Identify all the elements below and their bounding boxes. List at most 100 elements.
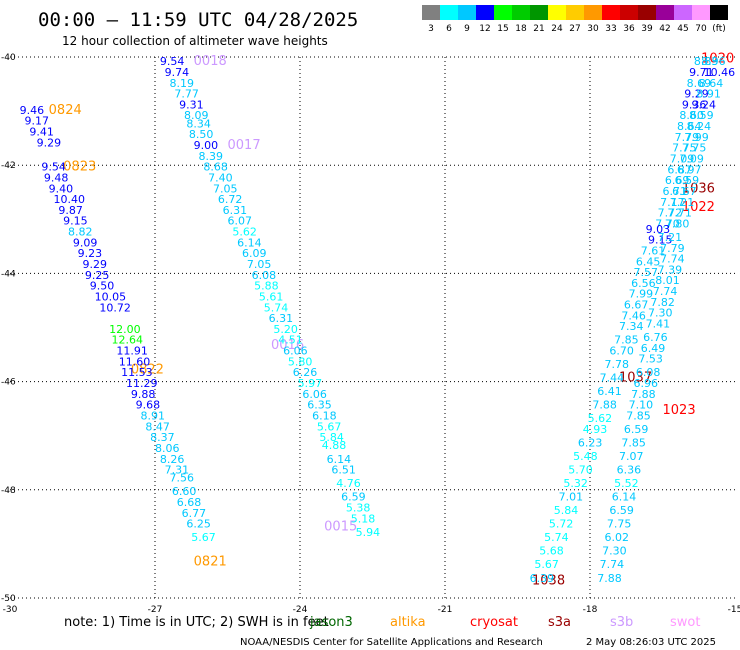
wave-height-point: 7.70 bbox=[655, 217, 680, 230]
y-tick-label: -48 bbox=[1, 486, 16, 496]
wave-height-point: 8.37 bbox=[150, 431, 175, 444]
legend-label: 18 bbox=[515, 24, 527, 34]
wave-height-point: 7.77 bbox=[174, 88, 199, 101]
wave-height-point: 7.05 bbox=[213, 182, 238, 195]
wave-height-point: 7.99 bbox=[684, 131, 709, 144]
wave-height-point: 8.06 bbox=[155, 442, 180, 455]
legend-swatch bbox=[494, 5, 512, 20]
legend-label: 9 bbox=[464, 24, 470, 34]
wave-height-point: 10.40 bbox=[54, 193, 86, 206]
wave-height-point: 9.50 bbox=[90, 280, 115, 293]
wave-height-point: 5.97 bbox=[298, 377, 323, 390]
wave-height-point: 6.76 bbox=[643, 331, 668, 344]
wave-height-point: 6.41 bbox=[597, 385, 622, 398]
legend-swatch bbox=[656, 5, 674, 20]
wave-height-point: 6.97 bbox=[677, 163, 702, 176]
legend-label: 70 bbox=[695, 24, 707, 34]
wave-height-point: 8.83 bbox=[694, 55, 719, 68]
x-tick-label: -21 bbox=[438, 605, 453, 615]
wave-height-point: 7.41 bbox=[646, 318, 671, 331]
wave-height-point: 8.01 bbox=[655, 274, 680, 287]
chart-title: 00:00 – 11:59 UTC 04/28/2025 bbox=[38, 9, 358, 31]
wave-height-point: 9.15 bbox=[648, 234, 673, 247]
legend-swatch bbox=[548, 5, 566, 20]
wave-height-point: 8.91 bbox=[141, 409, 166, 422]
wave-height-point: 8.47 bbox=[145, 420, 170, 433]
wave-height-point: 5.32 bbox=[563, 477, 588, 490]
wave-height-point: 5.62 bbox=[588, 412, 613, 425]
wave-height-point: 5.67 bbox=[191, 531, 216, 544]
wave-height-point: 7.71 bbox=[667, 207, 692, 220]
wave-height-point: 11.53 bbox=[121, 366, 152, 379]
wave-height-point: 8.82 bbox=[68, 226, 93, 239]
wave-height-point: 8.09 bbox=[184, 109, 209, 122]
wave-height-point: 7.31 bbox=[165, 464, 190, 477]
wave-height-point: 7.39 bbox=[658, 263, 683, 276]
legend-label: 30 bbox=[587, 24, 599, 34]
wave-height-point: 8.26 bbox=[160, 453, 185, 466]
wave-height-point: 6.96 bbox=[634, 377, 659, 390]
legend-swatch bbox=[530, 5, 548, 20]
wave-height-point: 7.85 bbox=[614, 334, 639, 347]
wave-height-point: 6.68 bbox=[177, 496, 202, 509]
wave-height-point: 6.07 bbox=[228, 215, 253, 228]
wave-height-point: 9.31 bbox=[179, 98, 204, 111]
legend-swatch bbox=[638, 5, 656, 20]
wave-height-point: 5.48 bbox=[573, 450, 598, 463]
satellite-label: jason3 bbox=[309, 615, 353, 630]
satellite-legend: jason3 altika cryosat s3a s3b swot bbox=[309, 615, 700, 630]
wave-height-point: 4.93 bbox=[583, 423, 608, 436]
wave-height-point: 9.29 bbox=[83, 258, 108, 271]
legend-swatch bbox=[458, 5, 476, 20]
legend-swatch bbox=[512, 5, 530, 20]
wave-height-point: 10.05 bbox=[95, 290, 127, 303]
wave-height-point: 12.00 bbox=[109, 323, 141, 336]
wave-height-point: 8.59 bbox=[689, 109, 714, 122]
wave-height-point: 7.10 bbox=[629, 399, 654, 412]
legend-label: 45 bbox=[677, 24, 688, 34]
wave-height-point: 8.19 bbox=[170, 77, 195, 90]
footer-timestamp: 2 May 08:26:03 UTC 2025 bbox=[586, 637, 716, 648]
wave-height-point: 6.45 bbox=[636, 255, 661, 268]
wave-height-point: 6.06 bbox=[283, 345, 308, 358]
legend-swatch bbox=[602, 5, 620, 20]
satellite-label: cryosat bbox=[470, 615, 518, 630]
wave-height-point: 6.09 bbox=[242, 247, 267, 260]
satellite-label: altika bbox=[390, 615, 426, 630]
wave-height-point: 7.40 bbox=[208, 171, 233, 184]
x-tick-label: -24 bbox=[293, 605, 308, 615]
wave-height-point: 5.74 bbox=[264, 301, 289, 314]
legend-label: (ft) bbox=[712, 24, 726, 34]
wave-height-point: 7.75 bbox=[682, 142, 707, 155]
wave-height-point: 9.03 bbox=[646, 223, 671, 236]
wave-height-point: 7.05 bbox=[247, 258, 271, 271]
wave-height-point: 9.46 bbox=[20, 104, 44, 117]
wave-height-point: 6.02 bbox=[605, 531, 630, 544]
x-tick-label: -15 bbox=[728, 605, 740, 615]
wave-height-point: 8.69 bbox=[687, 77, 712, 90]
wave-height-point: 7.21 bbox=[658, 231, 683, 244]
wave-height-point: 4.88 bbox=[322, 439, 347, 452]
wave-height-point: 7.79 bbox=[660, 242, 685, 255]
wave-height-point: 4.76 bbox=[336, 477, 361, 490]
wave-height-point: 7.85 bbox=[621, 437, 646, 450]
wave-height-point: 7.88 bbox=[597, 572, 622, 585]
wave-height-point: 7.75 bbox=[672, 142, 697, 155]
wave-height-point: 9.54 bbox=[41, 161, 66, 174]
wave-height-point: 7.88 bbox=[592, 399, 617, 412]
legend-swatch bbox=[674, 5, 692, 20]
wave-height-point: 7.88 bbox=[631, 388, 656, 401]
wave-height-point: 7.74 bbox=[653, 285, 678, 298]
wave-height-point: 5.84 bbox=[554, 504, 579, 517]
wave-height-point: 9.74 bbox=[165, 66, 190, 79]
wave-height-point: 8.64 bbox=[677, 120, 702, 133]
wave-height-point: 4.51 bbox=[278, 334, 303, 347]
pass-label: 1023 bbox=[663, 403, 696, 418]
wave-height-point: 8.68 bbox=[203, 161, 228, 174]
wave-height-point: 6.51 bbox=[331, 464, 356, 477]
wave-height-point: 9.09 bbox=[73, 236, 98, 249]
legend-label: 21 bbox=[533, 24, 544, 34]
wave-height-point: 12.64 bbox=[112, 334, 144, 347]
wave-height-point: 6.25 bbox=[186, 518, 211, 531]
